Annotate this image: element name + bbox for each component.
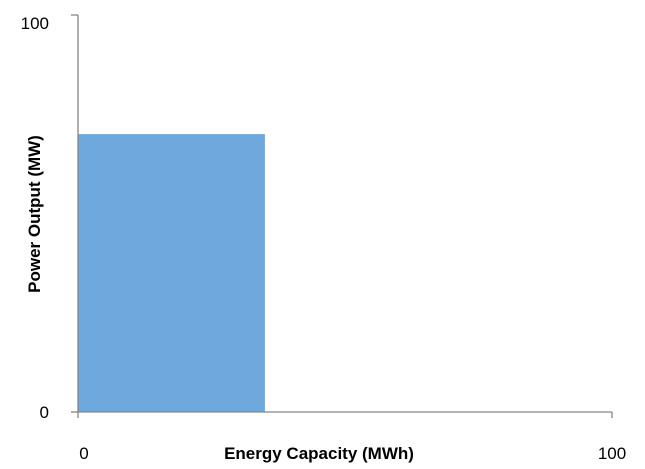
x-tick-label-min: 0 bbox=[79, 444, 88, 463]
plot-area bbox=[78, 134, 265, 412]
x-axis-title: Energy Capacity (MWh) bbox=[224, 444, 414, 463]
y-tick-label-max: 100 bbox=[21, 14, 49, 33]
tick-marks bbox=[71, 14, 613, 418]
bar-0 bbox=[78, 134, 265, 412]
x-tick-label-max: 100 bbox=[598, 444, 626, 463]
y-axis-title: Power Output (MW) bbox=[25, 135, 44, 293]
y-tick-label-min: 0 bbox=[40, 403, 49, 422]
